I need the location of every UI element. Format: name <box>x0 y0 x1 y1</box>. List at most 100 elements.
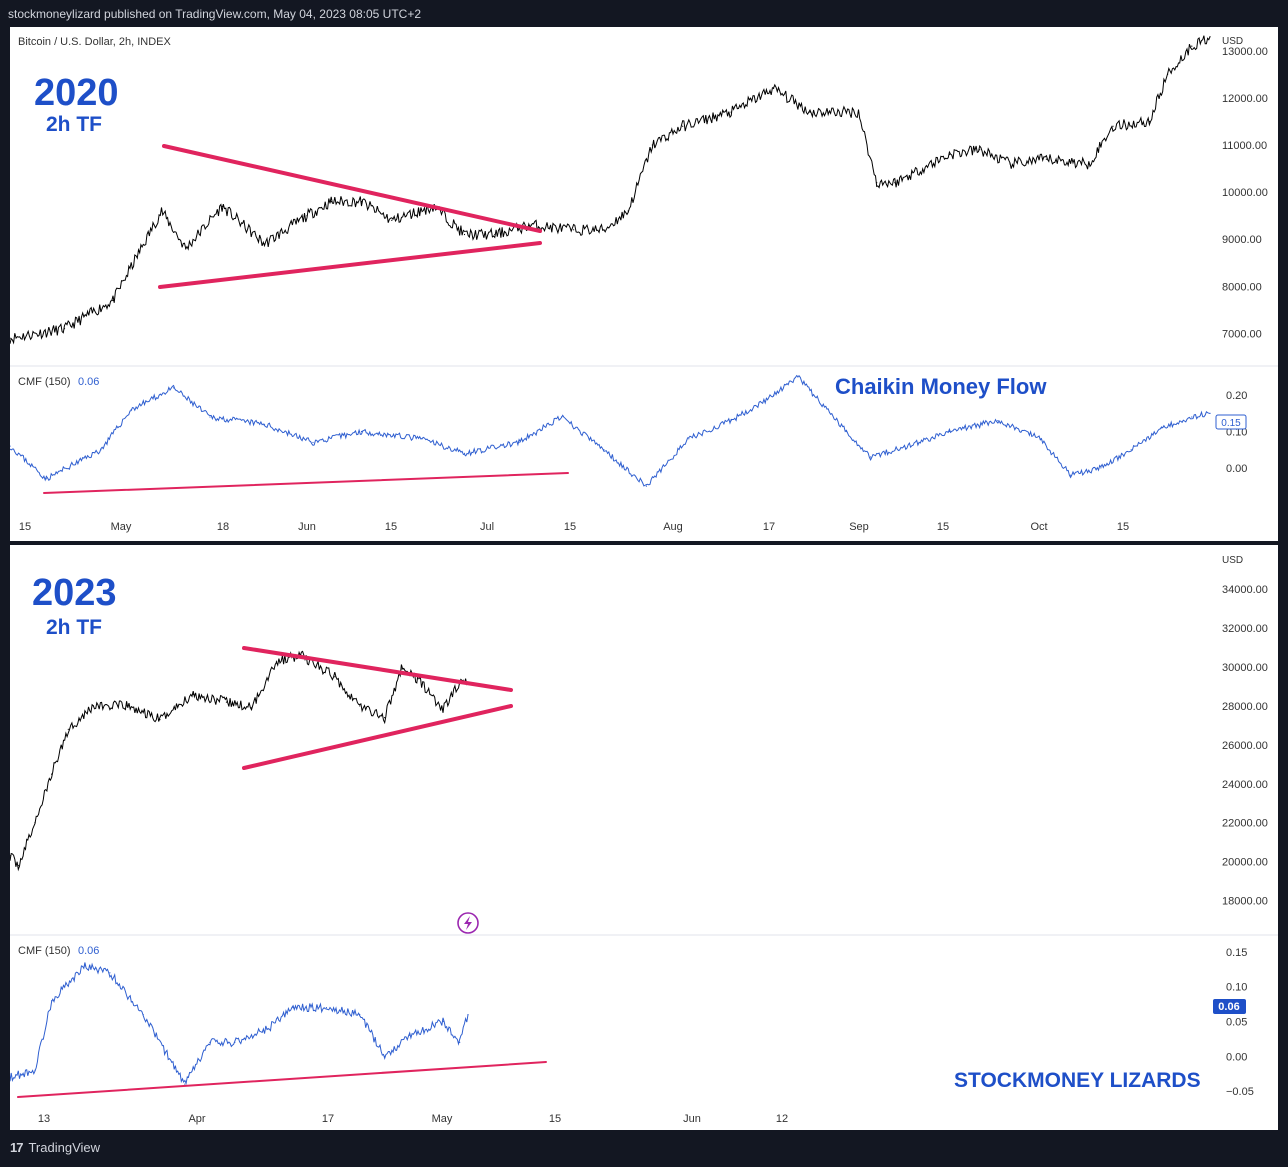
trendline[interactable] <box>162 144 542 233</box>
date-tick-label: 15 <box>19 521 31 533</box>
cmf-line-point <box>421 438 423 440</box>
axes: 13000.00 12000.00 11000.00 10000.00 9000.00 8… <box>19 46 1268 533</box>
price-line-point <box>51 773 53 775</box>
cmf-line-point <box>209 1041 211 1043</box>
price-line-point <box>159 719 161 721</box>
cmf-line-point <box>442 1020 444 1023</box>
price-line-point <box>417 678 419 680</box>
date-tick-label: 13 <box>38 1113 50 1125</box>
cmf-last-badge: 0.06 <box>1213 999 1246 1014</box>
date-tick-label: May <box>111 521 132 533</box>
trendline[interactable] <box>242 646 513 692</box>
price-tick-label: 10000.00 <box>1222 187 1268 199</box>
date-tick-label: 15 <box>564 521 576 533</box>
price-tick-label: 18000.00 <box>1222 896 1268 908</box>
cmf-line-point <box>9 445 11 447</box>
tradingview-logo-icon: 17 <box>10 1140 24 1155</box>
price-tick-label: 20000.00 <box>1222 857 1268 869</box>
cmf-line-point <box>688 438 690 440</box>
price-tick-label: 24000.00 <box>1222 779 1268 791</box>
price-line-point <box>730 111 732 113</box>
price-line <box>9 650 469 872</box>
date-tick-label: Apr <box>188 1113 205 1125</box>
cmf-line-point <box>997 420 999 422</box>
date-tick-label: Oct <box>1030 521 1047 533</box>
svg-text:0.15: 0.15 <box>1221 418 1241 429</box>
price-line-point <box>809 111 811 113</box>
cmf-line-point <box>84 965 86 967</box>
cmf-line-point <box>173 387 175 389</box>
cmf-line-point <box>918 441 920 444</box>
cmf-tick-label: 0.00 <box>1226 463 1247 475</box>
cmf-line-point <box>384 1055 386 1057</box>
cmf-line-point <box>459 1041 461 1043</box>
cmf-trendline[interactable] <box>17 1061 547 1098</box>
price-line-point <box>876 182 878 184</box>
axes: 34000.00 32000.00 30000.00 28000.00 26000.00… <box>38 584 1268 1125</box>
price-line-point <box>9 337 11 339</box>
chart-2020-svg[interactable]: Bitcoin / U.S. Dollar, 2h, INDEX 2020 2h… <box>9 27 1278 541</box>
date-tick-label: 17 <box>763 521 775 533</box>
cmf-line-point <box>360 430 363 433</box>
price-line-point <box>330 201 332 203</box>
trendline[interactable] <box>242 704 513 770</box>
cmf-line-point <box>773 394 775 396</box>
year-label: 2020 <box>34 72 119 114</box>
price-line-point <box>1112 125 1114 127</box>
chart-panel-2020: Bitcoin / U.S. Dollar, 2h, INDEX 2020 2h… <box>9 27 1278 541</box>
cmf-trendline[interactable] <box>43 472 569 494</box>
chart-panel-2023: 2023 2h TF USD CMF (150) 0.06 STOCKMONEY… <box>9 545 1278 1130</box>
price-line-point <box>682 125 684 127</box>
cmf-line-point <box>948 430 951 433</box>
brand-annotation: STOCKMONEY LIZARDS <box>954 1069 1201 1092</box>
date-tick-label: 18 <box>217 521 229 533</box>
price-line-point <box>306 215 308 217</box>
price-line-point <box>334 676 336 678</box>
cmf-line-point <box>312 441 314 444</box>
cmf-line-point <box>184 1083 186 1085</box>
price-tick-label: 7000.00 <box>1222 328 1262 340</box>
cmf-tick-label: 0.20 <box>1226 390 1247 402</box>
price-line-point <box>1191 45 1193 47</box>
cmf-tick-label: 0.00 <box>1226 1051 1247 1063</box>
price-line-point <box>360 201 363 203</box>
cmf-series <box>9 374 1211 487</box>
date-tick-label: Jun <box>683 1113 701 1125</box>
price-series <box>9 650 469 872</box>
cmf-tick-label: 0.15 <box>1226 947 1247 959</box>
cmf-line-point <box>1160 427 1163 429</box>
cmf-line-point <box>1100 467 1102 469</box>
cmf-line-point <box>45 478 48 480</box>
footer-brand[interactable]: TradingView <box>28 1140 101 1155</box>
price-line-point <box>160 210 163 212</box>
cmf-line-point <box>1130 449 1132 451</box>
year-label: 2023 <box>32 572 117 614</box>
date-tick-label: 12 <box>776 1113 788 1125</box>
price-line <box>9 35 1211 345</box>
date-tick-label: 15 <box>549 1113 561 1125</box>
date-tick-label: 15 <box>1117 521 1129 533</box>
cmf-line-point <box>292 1007 294 1009</box>
cmf-line-point <box>130 409 132 411</box>
price-line-point <box>263 243 266 245</box>
price-tick-label: 11000.00 <box>1222 140 1267 152</box>
date-tick-label: Aug <box>663 521 683 533</box>
chart-2023-svg[interactable]: 2023 2h TF USD CMF (150) 0.06 STOCKMONEY… <box>9 545 1278 1130</box>
timeframe-label: 2h TF <box>46 113 102 136</box>
price-line-point <box>979 149 981 151</box>
price-tick-label: 34000.00 <box>1222 584 1268 596</box>
trendline[interactable] <box>158 241 542 289</box>
price-line-point <box>948 153 951 156</box>
lightning-icon[interactable] <box>457 912 479 934</box>
price-line-point <box>400 668 402 670</box>
price-tick-label: 30000.00 <box>1222 662 1268 674</box>
svg-text:0.06: 0.06 <box>1218 1001 1239 1013</box>
price-line-point <box>250 707 253 709</box>
cmf-value: 0.06 <box>78 376 99 388</box>
price-line-point <box>1045 158 1047 160</box>
date-tick-label: May <box>432 1113 453 1125</box>
cmf-line-point <box>1209 412 1211 414</box>
price-tick-label: 12000.00 <box>1222 93 1268 105</box>
footer: 17 TradingView <box>10 1140 100 1155</box>
date-tick-label: Jun <box>298 521 316 533</box>
